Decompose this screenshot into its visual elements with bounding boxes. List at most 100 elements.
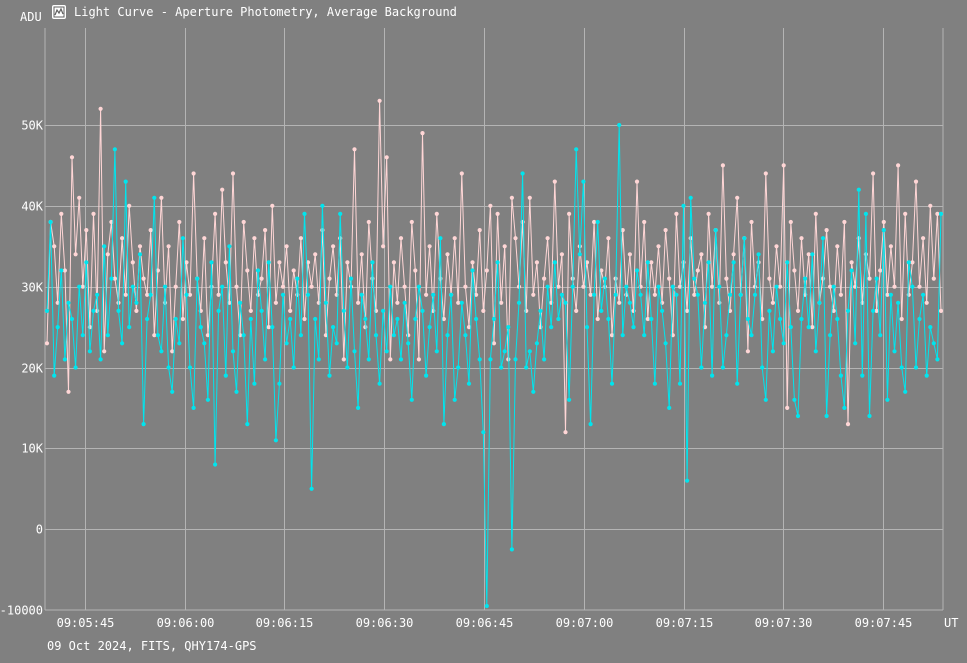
data-point — [845, 308, 851, 313]
data-point — [749, 333, 754, 338]
data-point — [849, 268, 854, 273]
data-point — [459, 171, 464, 176]
x-tick-label: 09:06:00 — [157, 616, 215, 630]
data-point — [291, 365, 296, 370]
data-point — [327, 276, 332, 281]
data-point — [98, 106, 103, 111]
data-point — [824, 228, 829, 233]
data-point — [434, 211, 439, 216]
data-point — [656, 244, 661, 249]
data-point — [466, 325, 472, 330]
data-point — [685, 308, 690, 313]
series-line — [46, 124, 942, 607]
data-point — [273, 300, 278, 305]
data-point — [406, 333, 411, 338]
data-point — [134, 300, 139, 305]
data-point — [631, 325, 636, 330]
y-tick-label: 50K — [21, 119, 43, 133]
data-point — [170, 389, 175, 394]
data-point — [381, 244, 386, 249]
data-point — [474, 316, 479, 322]
data-point — [910, 284, 915, 289]
data-point — [685, 478, 690, 483]
data-point — [810, 252, 815, 257]
data-point — [738, 292, 743, 297]
data-point — [778, 284, 783, 289]
data-point — [806, 252, 811, 257]
data-point — [220, 187, 225, 192]
data-point — [388, 284, 393, 289]
data-point — [778, 316, 783, 322]
data-point — [542, 357, 547, 362]
data-point — [806, 325, 811, 330]
data-point — [255, 268, 261, 273]
data-point — [896, 163, 901, 168]
data-point — [688, 236, 693, 241]
data-point — [921, 292, 926, 297]
data-point — [892, 284, 897, 289]
data-point — [599, 268, 604, 273]
x-tick-label: 09:06:30 — [356, 616, 414, 630]
data-point — [112, 276, 117, 281]
data-point — [109, 276, 114, 281]
data-point — [84, 228, 89, 233]
data-point — [484, 603, 489, 609]
data-point — [924, 300, 929, 305]
data-point — [345, 365, 350, 370]
data-point — [745, 316, 751, 322]
y-axis-label: ADU — [20, 10, 42, 24]
data-point — [395, 316, 400, 322]
data-point — [656, 284, 661, 289]
series-line — [46, 100, 942, 433]
data-point — [613, 292, 618, 297]
data-point — [102, 349, 107, 354]
data-point — [191, 405, 196, 410]
data-point — [871, 171, 876, 176]
data-point — [677, 381, 683, 386]
data-point — [370, 260, 375, 265]
data-point — [785, 405, 790, 410]
data-point — [227, 244, 232, 249]
data-point — [903, 389, 908, 394]
data-point — [524, 365, 529, 370]
data-point — [499, 300, 504, 305]
data-point — [152, 195, 157, 200]
data-point — [645, 316, 650, 322]
data-point — [896, 300, 901, 305]
data-point — [509, 547, 514, 552]
data-point — [302, 211, 307, 216]
data-point — [595, 316, 600, 322]
y-tick-label: 20K — [21, 362, 43, 376]
data-point — [563, 300, 568, 305]
data-point — [531, 292, 536, 297]
data-point — [663, 228, 668, 233]
data-point — [245, 268, 250, 273]
data-point — [813, 211, 818, 216]
data-point — [770, 349, 776, 354]
data-point — [881, 219, 886, 225]
data-point — [609, 333, 615, 338]
data-point — [588, 422, 593, 427]
data-point — [252, 236, 257, 241]
data-point — [599, 308, 604, 313]
data-point — [731, 252, 736, 257]
data-point — [123, 179, 128, 184]
data-point — [584, 325, 590, 330]
data-point — [495, 260, 500, 265]
data-point — [706, 260, 711, 265]
data-point — [409, 219, 414, 225]
data-point — [595, 219, 600, 225]
data-point — [173, 284, 178, 289]
data-point — [903, 211, 908, 216]
data-point — [513, 236, 518, 241]
data-point — [620, 228, 625, 233]
data-point — [273, 438, 278, 443]
data-point — [434, 349, 439, 354]
data-point — [377, 381, 382, 386]
data-point — [320, 203, 325, 208]
data-point — [477, 228, 482, 233]
data-point — [187, 365, 193, 370]
data-point — [424, 292, 429, 297]
data-point — [706, 211, 711, 216]
data-point — [452, 397, 457, 402]
